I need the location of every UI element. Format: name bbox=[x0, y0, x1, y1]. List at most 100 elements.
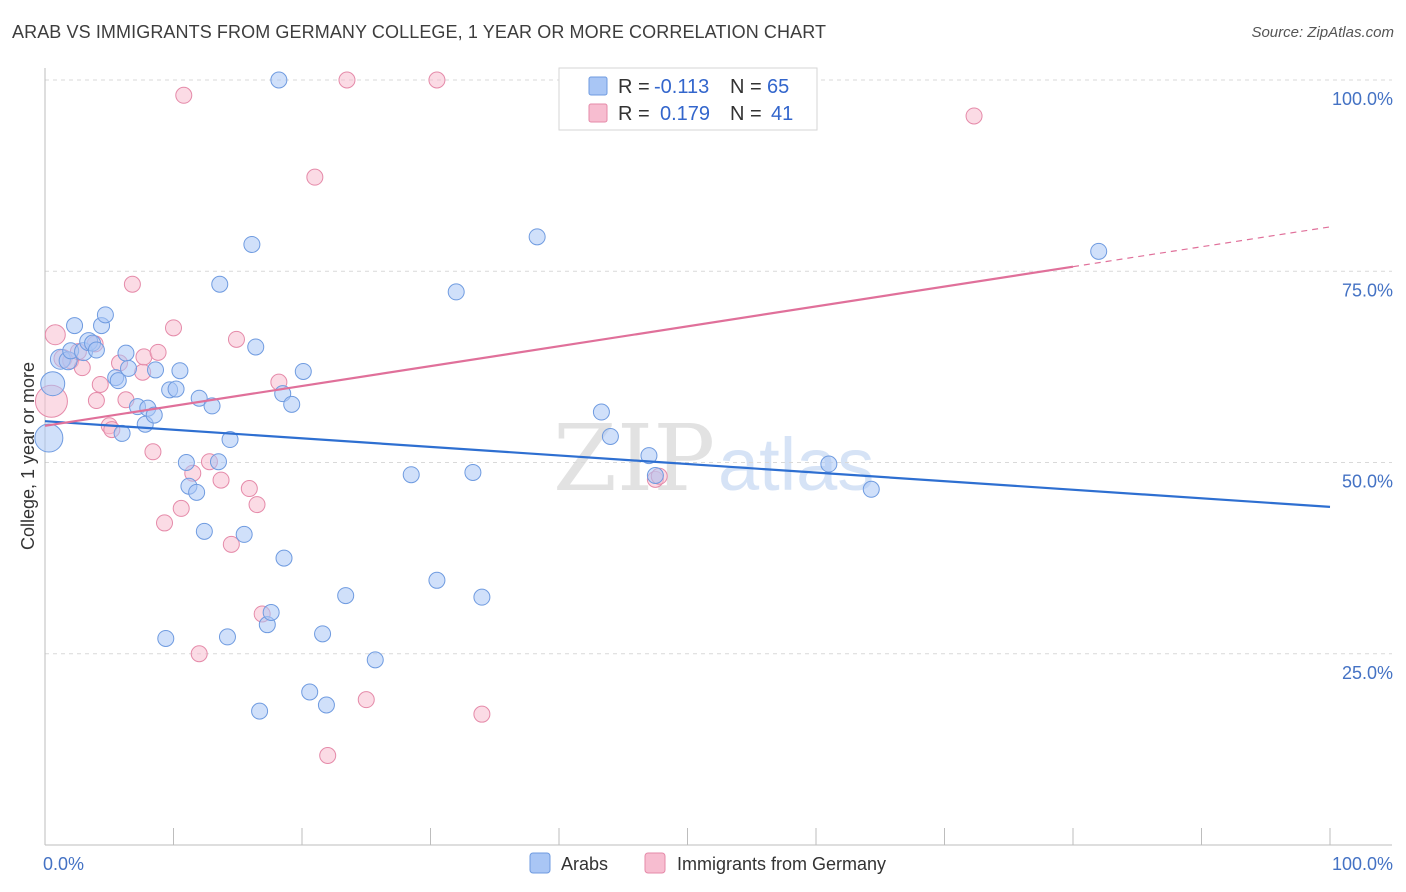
axes bbox=[44, 68, 1392, 846]
trend-line-germany-extension bbox=[1072, 226, 1331, 268]
point-arabs bbox=[66, 317, 84, 335]
legend-r-label: R = bbox=[618, 76, 650, 98]
point-germany bbox=[91, 375, 109, 393]
y-tick-label: 100.0% bbox=[1332, 89, 1393, 109]
point-arabs bbox=[473, 588, 491, 606]
point-arabs bbox=[40, 371, 66, 397]
point-arabs bbox=[117, 344, 135, 362]
point-arabs bbox=[262, 603, 280, 621]
legend-n-label: N = bbox=[730, 76, 762, 98]
point-arabs bbox=[301, 683, 319, 701]
point-germany bbox=[338, 71, 356, 89]
point-germany bbox=[227, 330, 245, 348]
point-arabs bbox=[275, 549, 293, 567]
y-tick-label: 50.0% bbox=[1342, 472, 1393, 492]
point-arabs bbox=[235, 525, 253, 543]
point-arabs bbox=[601, 427, 619, 445]
point-arabs bbox=[294, 362, 312, 380]
point-arabs bbox=[157, 629, 175, 647]
legend-r-value: -0.113 bbox=[654, 76, 709, 98]
point-germany bbox=[240, 480, 258, 498]
bottom-legend-label-germany: Immigrants from Germany bbox=[677, 854, 886, 874]
point-arabs bbox=[218, 628, 236, 646]
legend-r-value: 0.179 bbox=[660, 103, 710, 125]
bottom-legend-label-arabs: Arabs bbox=[561, 854, 608, 874]
point-arabs bbox=[145, 406, 163, 424]
point-arabs bbox=[243, 235, 261, 253]
point-germany bbox=[144, 443, 162, 461]
point-arabs bbox=[147, 361, 165, 379]
data-points bbox=[34, 71, 1108, 764]
point-germany bbox=[165, 319, 182, 337]
point-germany bbox=[357, 691, 375, 709]
trend-line-germany bbox=[44, 265, 1074, 427]
legend-swatch-arabs bbox=[588, 76, 608, 96]
point-germany bbox=[473, 705, 491, 723]
x-tick-label: 0.0% bbox=[43, 854, 84, 874]
point-arabs bbox=[314, 625, 332, 643]
legend-n-value: 41 bbox=[771, 103, 793, 125]
point-germany bbox=[319, 746, 337, 764]
point-germany bbox=[248, 496, 266, 514]
point-arabs bbox=[317, 696, 335, 714]
point-arabs bbox=[209, 453, 227, 471]
y-axis-label: College, 1 year or more bbox=[18, 362, 38, 550]
point-germany bbox=[965, 107, 983, 125]
point-arabs bbox=[428, 571, 446, 589]
point-arabs bbox=[646, 467, 664, 485]
point-arabs bbox=[640, 447, 658, 465]
point-germany bbox=[306, 168, 324, 186]
point-germany bbox=[190, 645, 208, 663]
x-tick-label: 100.0% bbox=[1332, 854, 1393, 874]
point-germany bbox=[156, 514, 174, 532]
chart-title: ARAB VS IMMIGRANTS FROM GERMANY COLLEGE,… bbox=[12, 22, 827, 42]
point-germany bbox=[87, 392, 105, 410]
point-arabs bbox=[109, 372, 127, 390]
point-arabs bbox=[96, 306, 114, 324]
point-arabs bbox=[528, 228, 546, 246]
point-arabs bbox=[283, 395, 301, 413]
watermark-zip: ZIP bbox=[553, 405, 715, 512]
point-arabs bbox=[247, 338, 265, 356]
point-arabs bbox=[862, 480, 880, 498]
bottom-legend-swatch-arabs bbox=[529, 852, 551, 874]
legend-r-label: R = bbox=[618, 103, 650, 125]
point-arabs bbox=[447, 283, 465, 301]
tick-labels: 25.0% 50.0% 75.0% 100.0% 0.0% 100.0% bbox=[43, 89, 1393, 874]
point-arabs bbox=[337, 587, 355, 605]
point-arabs bbox=[203, 397, 221, 415]
point-germany bbox=[212, 471, 230, 489]
legend-n-value: 65 bbox=[767, 76, 789, 98]
y-tick-label: 25.0% bbox=[1342, 663, 1393, 683]
point-arabs bbox=[188, 483, 206, 501]
point-arabs bbox=[177, 454, 195, 471]
bottom-legend: Arabs Immigrants from Germany bbox=[529, 852, 886, 874]
y-tick-label: 75.0% bbox=[1342, 280, 1393, 300]
source-label: Source: ZipAtlas.com bbox=[1251, 24, 1394, 41]
point-germany bbox=[428, 71, 446, 89]
legend-swatch-germany bbox=[588, 103, 608, 123]
point-arabs bbox=[592, 403, 610, 421]
point-arabs bbox=[464, 463, 482, 481]
point-arabs bbox=[34, 423, 64, 453]
point-germany bbox=[123, 275, 141, 293]
point-arabs bbox=[402, 466, 420, 484]
point-arabs bbox=[167, 380, 185, 398]
watermark-atlas: atlas bbox=[718, 423, 874, 506]
point-germany bbox=[175, 86, 193, 104]
point-arabs bbox=[211, 275, 229, 293]
trend-lines bbox=[44, 226, 1331, 508]
legend-n-label: N = bbox=[730, 103, 762, 125]
legend: R = -0.113 N = 65 R = 0.179 N = 41 bbox=[558, 67, 818, 131]
bottom-legend-swatch-germany bbox=[644, 852, 666, 874]
grid-lines bbox=[45, 79, 1392, 655]
point-arabs bbox=[820, 455, 838, 473]
point-arabs bbox=[113, 424, 131, 442]
trend-line-arabs bbox=[44, 420, 1331, 508]
point-germany bbox=[44, 324, 66, 346]
point-germany bbox=[135, 348, 153, 366]
point-germany bbox=[149, 343, 167, 361]
point-arabs bbox=[120, 359, 138, 377]
point-arabs bbox=[221, 431, 239, 449]
